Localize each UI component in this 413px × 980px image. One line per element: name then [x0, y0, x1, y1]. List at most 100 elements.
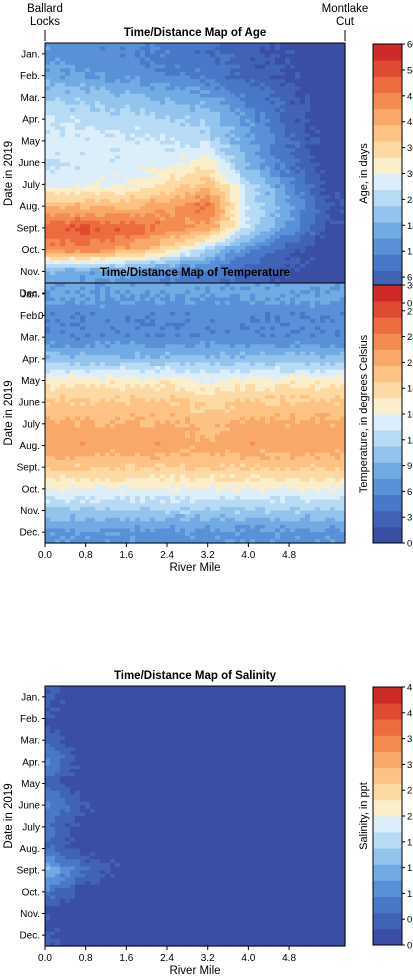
- heatmap-cell: [320, 108, 326, 113]
- heatmap-cell: [105, 151, 111, 156]
- heatmap-cell: [75, 286, 81, 291]
- heatmap-cell: [275, 311, 281, 317]
- heatmap-cell: [70, 140, 76, 146]
- heatmap-cell: [200, 290, 206, 295]
- heatmap-cell: [280, 137, 286, 142]
- heatmap-cell: [260, 93, 266, 98]
- heatmap-cell: [310, 267, 316, 272]
- heatmap-cell: [105, 43, 111, 48]
- heatmap-cell: [265, 72, 271, 77]
- heatmap-cell: [85, 137, 91, 142]
- heatmap-cell: [280, 227, 286, 233]
- heatmap-cell: [80, 249, 86, 254]
- heatmap-cell: [60, 61, 66, 66]
- heatmap-cell: [50, 283, 56, 288]
- heatmap-cell: [235, 213, 241, 218]
- heatmap-cell: [80, 217, 86, 222]
- heatmap-cell: [140, 64, 146, 69]
- colorbar-tick-label: 0.0: [407, 299, 413, 310]
- heatmap-cell: [290, 151, 296, 156]
- heatmap-cell: [285, 119, 291, 124]
- heatmap-cell: [80, 202, 86, 207]
- heatmap-cell: [55, 202, 61, 207]
- heatmap-cell: [85, 220, 91, 225]
- heatmap-cell: [200, 267, 206, 272]
- heatmap-cell: [100, 249, 106, 254]
- heatmap-cell: [120, 148, 126, 153]
- heatmap-cell: [225, 271, 231, 276]
- heatmap-cell: [50, 246, 56, 251]
- heatmap-cell: [300, 75, 306, 80]
- heatmap-cell: [330, 184, 336, 189]
- heatmap-cell: [340, 286, 346, 291]
- heatmap-cell: [275, 61, 281, 66]
- heatmap-cell: [320, 256, 326, 262]
- heatmap-cell: [55, 97, 61, 102]
- heatmap-cell: [340, 188, 346, 193]
- heatmap-cell: [145, 101, 151, 106]
- heatmap-cell: [170, 61, 176, 66]
- heatmap-cell: [155, 151, 161, 156]
- heatmap-cell: [205, 220, 211, 225]
- heatmap-cell: [55, 115, 61, 120]
- heatmap-cell: [75, 235, 81, 240]
- heatmap-cell: [335, 140, 341, 146]
- heatmap-cell: [100, 148, 106, 153]
- heatmap-cell: [255, 209, 261, 214]
- heatmap-cell: [120, 111, 126, 117]
- heatmap-cell: [230, 75, 236, 80]
- heatmap-cell: [215, 151, 221, 156]
- heatmap-cell: [70, 238, 76, 243]
- heatmap-cell: [195, 177, 201, 182]
- heatmap-cell: [140, 271, 146, 276]
- heatmap-cell: [155, 293, 161, 299]
- heatmap-cell: [70, 173, 76, 178]
- heatmap-cell: [265, 57, 271, 62]
- heatmap-cell: [260, 90, 266, 95]
- heatmap-cell: [90, 148, 96, 153]
- heatmap-cell: [105, 144, 111, 149]
- heatmap-cell: [300, 61, 306, 66]
- heatmap-cell: [180, 195, 186, 200]
- heatmap-cell: [125, 278, 131, 283]
- heatmap-cell: [260, 260, 266, 265]
- heatmap-cell: [260, 242, 266, 247]
- heatmap-cell: [55, 238, 61, 243]
- heatmap-cell: [45, 137, 51, 142]
- heatmap-cell: [315, 290, 321, 295]
- heatmap-cell: [155, 311, 161, 317]
- heatmap-cell: [290, 75, 296, 80]
- heatmap-cell: [265, 133, 271, 138]
- heatmap-cell: [200, 108, 206, 113]
- heatmap-cell: [155, 304, 161, 309]
- heatmap-cell: [140, 227, 146, 233]
- heatmap-cell: [125, 148, 131, 153]
- heatmap-cell: [115, 57, 121, 62]
- heatmap-cell: [260, 133, 266, 138]
- heatmap-cell: [340, 133, 346, 138]
- heatmap-cell: [175, 267, 181, 272]
- heatmap-cell: [340, 260, 346, 265]
- heatmap-cell: [295, 162, 301, 167]
- heatmap-cell: [250, 93, 256, 98]
- heatmap-cell: [320, 119, 326, 124]
- heatmap-cell: [235, 271, 241, 276]
- heatmap-cell: [315, 75, 321, 80]
- heatmap-cell: [75, 144, 81, 149]
- colorbar-tick-label: 30.0: [407, 169, 413, 180]
- heatmap-cell: [340, 293, 346, 299]
- heatmap-cell: [175, 246, 181, 251]
- heatmap-cell: [120, 177, 126, 182]
- heatmap-cell: [165, 43, 171, 48]
- heatmap-cell: [265, 126, 271, 131]
- heatmap-cell: [125, 235, 131, 240]
- heatmap-cell: [50, 224, 56, 229]
- heatmap-cell: [225, 57, 231, 62]
- heatmap-cell: [170, 235, 176, 240]
- heatmap-cell: [160, 169, 166, 175]
- heatmap-cell: [310, 130, 316, 135]
- heatmap-cell: [70, 198, 76, 204]
- heatmap-cell: [300, 301, 306, 306]
- heatmap-cell: [260, 301, 266, 306]
- heatmap-cell: [110, 155, 116, 160]
